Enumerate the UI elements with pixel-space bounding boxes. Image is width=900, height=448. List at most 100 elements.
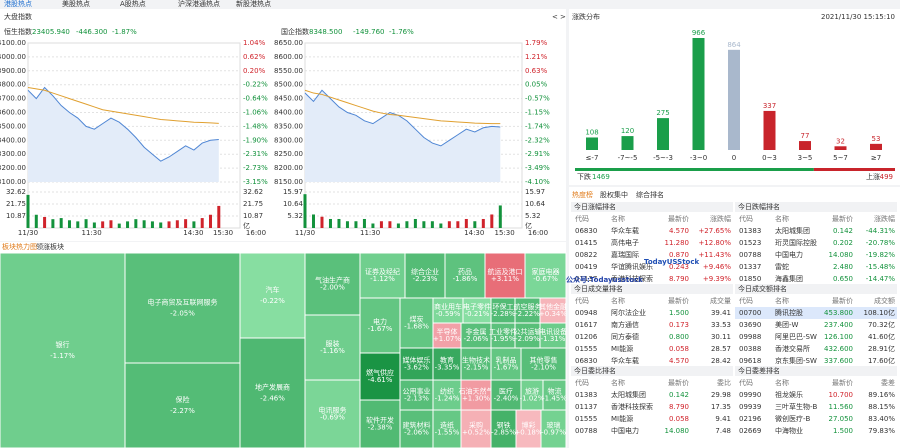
rank-tab-active[interactable]: 热度榜	[572, 190, 593, 199]
volume-bar	[337, 218, 341, 228]
heat-name: 电力	[373, 317, 387, 326]
table-header: 代码	[739, 214, 753, 223]
y-tick-label: 23800.00	[0, 81, 26, 89]
heat-cell[interactable]	[304, 314, 361, 381]
heat-cell[interactable]	[460, 379, 492, 411]
table-cell: 237.400	[824, 321, 853, 329]
volume-bar	[379, 221, 383, 228]
dist-value: 77	[801, 132, 810, 140]
top-tab[interactable]: 沪深港通热点	[178, 0, 220, 8]
y-tick-label: 23500.00	[0, 122, 26, 130]
heat-cell[interactable]	[304, 379, 361, 448]
volume-bar	[481, 218, 485, 228]
heat-cell[interactable]	[460, 409, 492, 448]
table-cell: 01555	[575, 345, 597, 353]
y-tick-label: 8400.00	[274, 109, 303, 117]
table-cell: 03690	[739, 321, 761, 329]
price-line	[304, 89, 501, 147]
heat-cell[interactable]	[239, 252, 306, 339]
heat-cell[interactable]	[490, 409, 517, 448]
table-cell: 83.40%	[868, 415, 895, 423]
table-title-bg	[571, 366, 733, 376]
heatmap-tab[interactable]: 领涨板块	[36, 242, 64, 251]
nav-prev[interactable]: <	[552, 13, 558, 21]
heat-cell[interactable]	[359, 297, 401, 354]
pct-tick-label: -1.90%	[243, 136, 268, 144]
volume-bar	[126, 221, 130, 228]
index-name: 恒生指数	[4, 27, 32, 36]
table-cell: 00388	[739, 345, 761, 353]
heat-cell[interactable]	[484, 252, 526, 299]
x-tick-label: 16:00	[246, 229, 266, 237]
table-cell: 4.570	[669, 227, 689, 235]
heat-cell[interactable]	[124, 252, 241, 364]
top-tab[interactable]: 美股热点	[62, 0, 90, 8]
table-header: 名称	[611, 214, 625, 223]
table-cell: 香港科技探索	[611, 274, 653, 283]
dist-category: -5~-3	[653, 154, 673, 162]
heat-cell[interactable]	[359, 399, 401, 448]
heat-cell[interactable]	[239, 337, 306, 448]
rank-tab[interactable]: 股权集中	[600, 190, 628, 199]
y-tick-label: 23900.00	[0, 67, 26, 75]
top-tab[interactable]: 港股热点	[4, 0, 32, 8]
heat-pct: -2.46%	[260, 394, 285, 402]
y-tick-label: 8650.00	[274, 39, 303, 47]
heat-pct: -0.22%	[260, 297, 285, 305]
heat-cell[interactable]	[432, 409, 462, 448]
table-header: 最新价	[832, 214, 853, 223]
heat-cell[interactable]	[460, 347, 492, 381]
dist-bar	[799, 141, 811, 150]
dist-category: 5~7	[833, 154, 848, 162]
heat-cell[interactable]	[432, 347, 462, 381]
nav-next[interactable]: >	[560, 13, 566, 21]
heat-name: 公用事业	[403, 387, 431, 396]
y-tick-label: 23200.00	[0, 164, 26, 172]
heat-cell[interactable]	[540, 409, 567, 448]
heat-name: 建筑材料	[403, 421, 431, 430]
heat-name: 药品	[458, 267, 472, 276]
heat-name: 电讯服务	[319, 406, 347, 415]
avg-line	[27, 86, 219, 124]
heat-cell[interactable]	[399, 409, 434, 448]
rank-tab[interactable]: 综合排名	[636, 190, 664, 199]
y-tick-label: 8600.00	[274, 53, 303, 61]
table-cell: 17.35	[711, 403, 731, 411]
table-cell: 阿里巴巴-SW	[775, 332, 817, 341]
heat-cell[interactable]	[432, 379, 462, 411]
heat-cell[interactable]	[460, 322, 492, 349]
top-tab[interactable]: 新股港热点	[236, 0, 271, 8]
heat-cell[interactable]	[514, 322, 541, 349]
heat-name: 煤炭	[410, 315, 424, 324]
pct-tick-label: -2.31%	[243, 150, 268, 158]
x-tick-label: 11/30	[18, 229, 38, 237]
dist-category: ≥7	[871, 154, 881, 162]
top-tab[interactable]: A股热点	[120, 0, 146, 8]
volume-bar	[26, 194, 30, 228]
table-cell: 0.173	[669, 321, 689, 329]
table-cell: 0.243	[669, 263, 689, 271]
volume-bar	[498, 205, 502, 228]
table-cell: 11.280	[665, 239, 690, 247]
table-title: 今日委差排名	[738, 366, 780, 375]
vol-tick-label: 21.75	[6, 200, 26, 208]
volume-bar	[43, 216, 47, 228]
table-cell: +12.80%	[698, 239, 731, 247]
heatmap-tab-active[interactable]: 板块热力图	[2, 242, 37, 251]
heat-cell[interactable]	[0, 252, 126, 448]
panel-title: 大盘指数	[4, 12, 32, 21]
heat-cell[interactable]	[124, 362, 241, 448]
heat-cell[interactable]	[520, 347, 567, 381]
pct-tick-label: 0.20%	[243, 67, 266, 75]
heat-pct: -0.59%	[436, 310, 461, 318]
heat-cell[interactable]	[539, 322, 567, 349]
heat-name: 教育	[440, 356, 454, 365]
vol-tick-label: 15.97	[283, 188, 303, 196]
y-tick-label: 8150.00	[274, 178, 303, 186]
table-cell: MI能源	[611, 344, 633, 353]
heat-cell[interactable]	[399, 297, 434, 349]
index-name: 国企指数	[281, 27, 309, 36]
y-tick-label: 8200.00	[274, 164, 303, 172]
heat-cell[interactable]	[304, 252, 361, 316]
heat-cell[interactable]	[359, 352, 401, 401]
